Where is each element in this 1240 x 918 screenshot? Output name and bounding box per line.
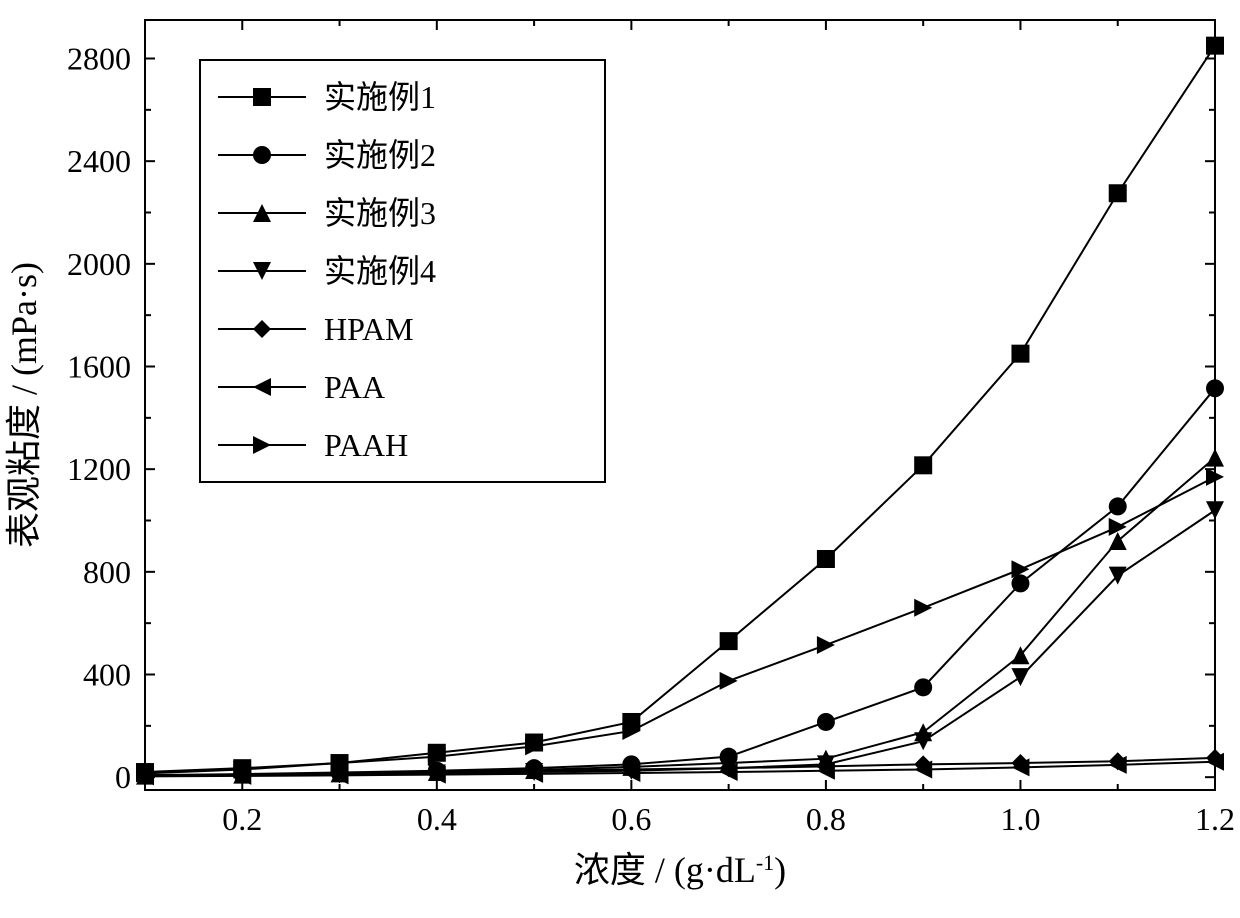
x-axis-label: 浓度 / (g·dL-1) [574,850,786,891]
legend-label-5: PAA [324,369,385,405]
chart-container: 0.2 0.4 0.6 0.8 1.0 1.2 0 400 800 1200 1600 2000 240… [0,0,1240,918]
legend-label-2: 实施例3 [324,195,436,231]
x-tick-label: 0.2 [222,801,262,837]
legend-label-0: 实施例1 [324,79,436,115]
legend: 实施例1 实施例2 实施例3 实施例4 HPAM PAA PAAH [200,60,605,482]
y-tick-label: 400 [83,657,131,693]
series-6 [136,468,1224,782]
y-tick-label: 0 [115,759,131,795]
x-tick-label: 1.2 [1195,801,1235,837]
x-tick-label: 1.0 [1000,801,1040,837]
legend-label-6: PAAH [324,427,408,463]
legend-label-1: 实施例2 [324,137,436,173]
x-tick-label: 0.8 [806,801,846,837]
series-2 [136,449,1224,785]
y-axis-label: 表观粘度 / (mPa·s) [4,262,44,548]
y-tick-label: 1200 [67,451,131,487]
series-3 [136,501,1224,785]
x-tick-label: 0.4 [417,801,457,837]
line-chart: 0.2 0.4 0.6 0.8 1.0 1.2 0 400 800 1200 1600 2000 240… [0,0,1240,918]
y-tick-label: 2800 [67,41,131,77]
y-tick-label: 800 [83,554,131,590]
y-tick-label: 2400 [67,143,131,179]
legend-label-3: 实施例4 [324,253,436,289]
y-tick-label: 1600 [67,349,131,385]
y-tick-label: 2000 [67,246,131,282]
x-tick-label: 0.6 [611,801,651,837]
legend-label-4: HPAM [324,311,414,347]
